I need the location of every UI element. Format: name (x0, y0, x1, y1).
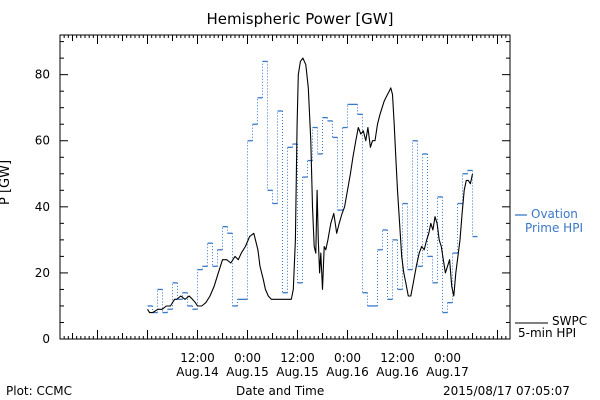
x-tick-time: 0:00 (334, 351, 361, 365)
y-tick-label: 40 (35, 200, 50, 214)
y-tick-label: 20 (35, 266, 50, 280)
x-tick-time: 0:00 (434, 351, 461, 365)
legend-ovation-label: Ovation (531, 207, 578, 221)
x-tick-date: Aug.16 (376, 365, 419, 379)
x-tick-time: 0:00 (234, 351, 261, 365)
x-tick-time: 12:00 (180, 351, 215, 365)
legend-marks (515, 214, 548, 324)
y-tick-label: 0 (42, 332, 50, 346)
x-axis: 12:00Aug.140:00Aug.1512:00Aug.150:00Aug.… (59, 35, 511, 379)
y-axis: 0 20 40 60 80 (35, 41, 510, 346)
x-tick-date: Aug.16 (326, 365, 369, 379)
chart-title: Hemispheric Power [GW] (206, 10, 394, 28)
x-tick-date: Aug.14 (176, 365, 219, 379)
y-tick-label: 80 (35, 68, 50, 82)
legend-swpc-label2: 5-min HPI (518, 326, 577, 340)
plot-credit: Plot: CCMC (6, 384, 72, 398)
legend-ovation-label2: Prime HPI (525, 221, 583, 235)
ovation-series (147, 60, 478, 314)
x-tick-time: 12:00 (280, 351, 315, 365)
x-tick-time: 12:00 (380, 351, 415, 365)
y-axis-label: P [GW] (0, 159, 13, 205)
x-tick-date: Aug.15 (276, 365, 319, 379)
x-axis-label: Date and Time (236, 384, 325, 398)
swpc-series-line (147, 57, 474, 314)
legend-swpc-label: SWPC (552, 314, 588, 328)
y-tick-label: 60 (35, 134, 50, 148)
x-tick-date: Aug.15 (226, 365, 269, 379)
series-layer (147, 57, 548, 324)
x-tick-date: Aug.17 (426, 365, 469, 379)
plot-timestamp: 2015/08/17 07:05:07 (443, 384, 570, 398)
